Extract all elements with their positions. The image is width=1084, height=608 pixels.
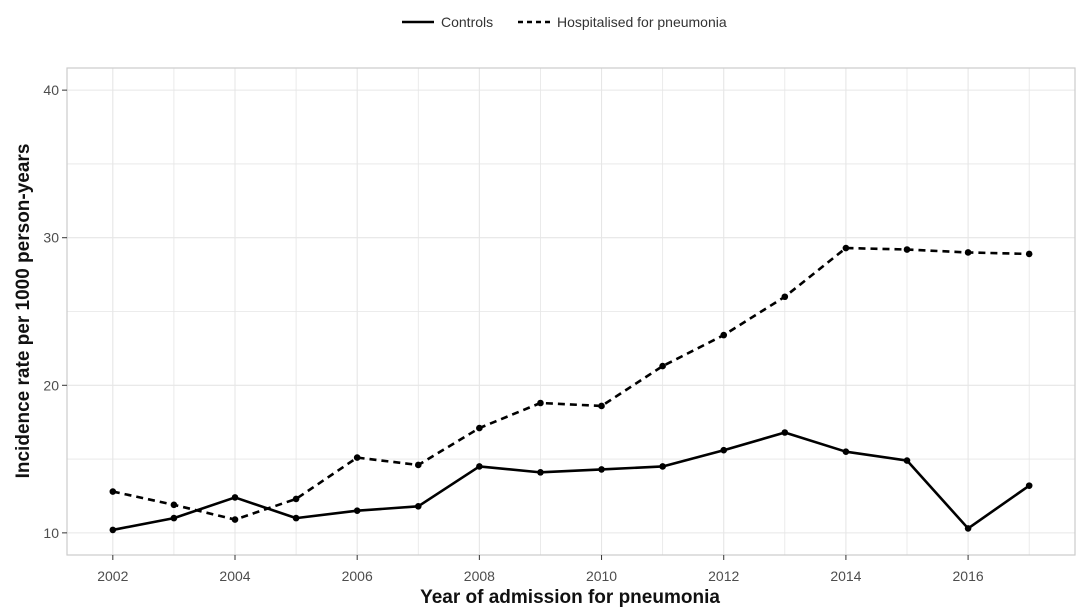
y-tick-label: 30 [43, 230, 59, 246]
x-tick-label: 2004 [219, 568, 250, 584]
data-point [353, 507, 361, 515]
data-point [231, 516, 239, 523]
series-2 [109, 244, 1033, 523]
x-axis-title: Year of admission for pneumonia [420, 587, 720, 608]
data-point [170, 514, 178, 522]
data-point [720, 331, 728, 339]
data-point [903, 457, 911, 464]
data-point [781, 293, 789, 301]
data-point [964, 525, 972, 532]
legend-label-2: Hospitalised for pneumonia [557, 14, 727, 30]
y-tick-label: 40 [43, 82, 59, 98]
x-tick-label: 2014 [830, 568, 861, 584]
x-axis: 2002 2004 2006 2008 2010 2012 2014 2016 [97, 555, 984, 584]
y-axis-title: Incidence rate per 1000 person-years [13, 144, 34, 479]
x-tick-label: 2012 [708, 568, 739, 584]
data-point [659, 463, 666, 470]
legend-label-1: Controls [441, 14, 493, 30]
series-line [112, 246, 1030, 521]
data-point [353, 454, 361, 461]
plot-panel [66, 67, 1076, 556]
data-point [414, 461, 422, 469]
data-point [537, 469, 544, 476]
data-point [231, 494, 239, 501]
x-tick-label: 2006 [342, 568, 373, 584]
series-line [112, 431, 1030, 532]
data-point [109, 488, 117, 495]
data-point [842, 448, 850, 455]
x-tick-label: 2016 [953, 568, 984, 584]
data-point [109, 526, 117, 534]
data-point [964, 249, 972, 256]
data-point [598, 466, 605, 473]
data-point [659, 362, 666, 370]
data-point [903, 246, 911, 253]
data-point [1025, 482, 1033, 489]
data-point [292, 514, 300, 522]
x-tick-label: 2008 [464, 568, 495, 584]
y-axis: 10 20 30 40 [43, 82, 67, 541]
x-tick-label: 2010 [586, 568, 617, 584]
data-point [476, 424, 483, 432]
y-tick-label: 10 [43, 525, 59, 541]
data-point [598, 402, 605, 410]
data-point [1025, 250, 1033, 258]
data-point [537, 399, 544, 407]
data-point [720, 446, 728, 454]
series-1 [109, 429, 1033, 534]
legend: Controls Hospitalised for pneumonia [402, 14, 727, 30]
y-tick-label: 20 [43, 377, 59, 393]
x-tick-label: 2002 [97, 568, 128, 584]
data-point [414, 503, 422, 510]
data-point [170, 501, 178, 509]
panel-border [66, 67, 1076, 556]
data-point [292, 495, 300, 503]
data-point [781, 429, 789, 436]
data-point [842, 244, 850, 252]
data-point [476, 463, 483, 470]
